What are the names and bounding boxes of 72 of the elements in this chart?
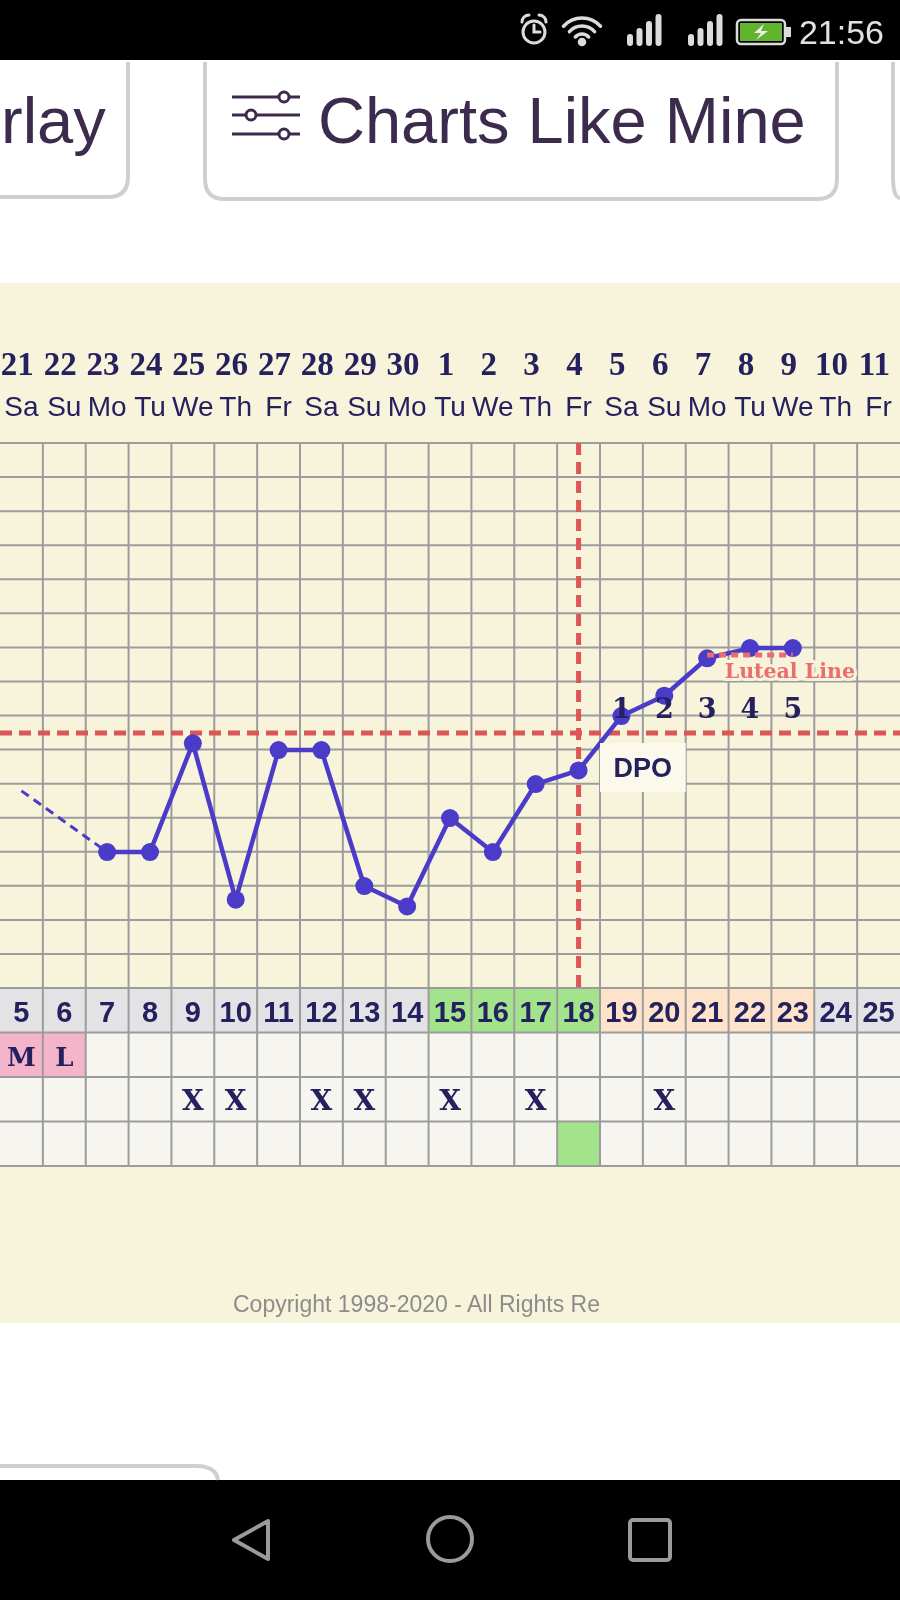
x2-tick-label: 11 <box>263 996 294 1028</box>
point <box>226 890 245 909</box>
x2-tick-label: 25 <box>862 996 895 1028</box>
x2-tick-label: 13 <box>348 996 381 1028</box>
annotation: 4 <box>740 692 760 724</box>
x2-tick-label: 19 <box>605 996 638 1028</box>
text: Copyright 1998-2020 - All Rights Re <box>233 1291 600 1317</box>
x2-tick-label: 12 <box>305 996 338 1028</box>
x2-tick-label: 17 <box>519 996 552 1028</box>
point <box>355 877 374 896</box>
text: X <box>439 1084 462 1117</box>
x-tick-label: 8 Tu <box>734 346 766 422</box>
x-tick-label: 22 Su <box>43 346 85 422</box>
x2-tick-label: 16 <box>476 996 509 1028</box>
text: X <box>653 1084 676 1117</box>
x2-tick-label: 15 <box>433 996 467 1028</box>
text: X <box>181 1084 204 1117</box>
x-tick-label: 1 Tu <box>434 346 466 422</box>
x2-tick-label: 23 <box>776 996 809 1028</box>
x-tick-label: 11 Fr <box>858 346 899 422</box>
x-tick-label: 30 Mo <box>386 346 428 422</box>
point <box>141 843 159 862</box>
text: 21:56 <box>798 13 884 51</box>
point <box>98 843 117 862</box>
point <box>269 741 288 760</box>
x-tick-label: 21 Sa <box>0 346 43 422</box>
x-tick-label: 29 Su <box>343 346 385 422</box>
text: X <box>524 1084 547 1117</box>
x-tick-label: 7 Mo <box>687 346 727 422</box>
text: X <box>224 1084 247 1117</box>
point <box>783 639 802 658</box>
text: rlay <box>1 84 107 157</box>
point <box>483 843 502 862</box>
x-tick-label: 10 Th <box>815 346 857 422</box>
point <box>569 761 588 780</box>
text: X <box>310 1084 333 1117</box>
point <box>312 741 331 760</box>
x2-tick-label: 6 <box>56 996 73 1028</box>
x2-tick-label: 24 <box>819 996 852 1028</box>
x2-tick-label: 20 <box>648 996 681 1028</box>
x2-tick-label: 14 <box>391 996 424 1028</box>
x2-tick-label: 18 <box>562 996 595 1028</box>
x2-tick-label: 8 <box>141 996 159 1028</box>
point <box>398 897 417 916</box>
annotation: 5 <box>783 692 803 724</box>
x-tick-label: 9 We <box>772 346 814 422</box>
x-tick-label: 28 Sa <box>300 346 343 422</box>
x-tick-label: 25 We <box>172 346 214 422</box>
annotation: DPO <box>613 753 673 783</box>
x-tick-label: 27 Fr <box>257 346 300 422</box>
x2-tick-label: 7 <box>99 996 116 1028</box>
text: Charts Like Mine <box>318 84 806 157</box>
x-tick-label: 4 Fr <box>565 346 592 422</box>
x2-tick-label: 10 <box>219 996 252 1028</box>
x2-tick-label: 5 <box>13 996 30 1028</box>
x2-tick-label: 9 <box>184 996 201 1028</box>
text: L <box>55 1042 74 1072</box>
point <box>183 734 202 753</box>
point <box>441 809 459 828</box>
x-tick-label: 5 Sa <box>604 346 639 422</box>
x-tick-label: 24 Tu <box>129 346 171 422</box>
text: M <box>7 1042 36 1072</box>
text: X <box>353 1084 376 1117</box>
x-tick-label: 3 Th <box>519 346 553 422</box>
x-tick-label: 23 Mo <box>86 346 128 422</box>
x-tick-label: 6 Su <box>647 346 682 422</box>
x-tick-label: 2 We <box>472 346 514 422</box>
x-tick-label: 26 Th <box>215 346 257 422</box>
point <box>526 775 545 794</box>
annotation: 3 <box>697 692 717 724</box>
x2-tick-label: 22 <box>733 996 767 1028</box>
x2-tick-label: 21 <box>691 996 724 1028</box>
